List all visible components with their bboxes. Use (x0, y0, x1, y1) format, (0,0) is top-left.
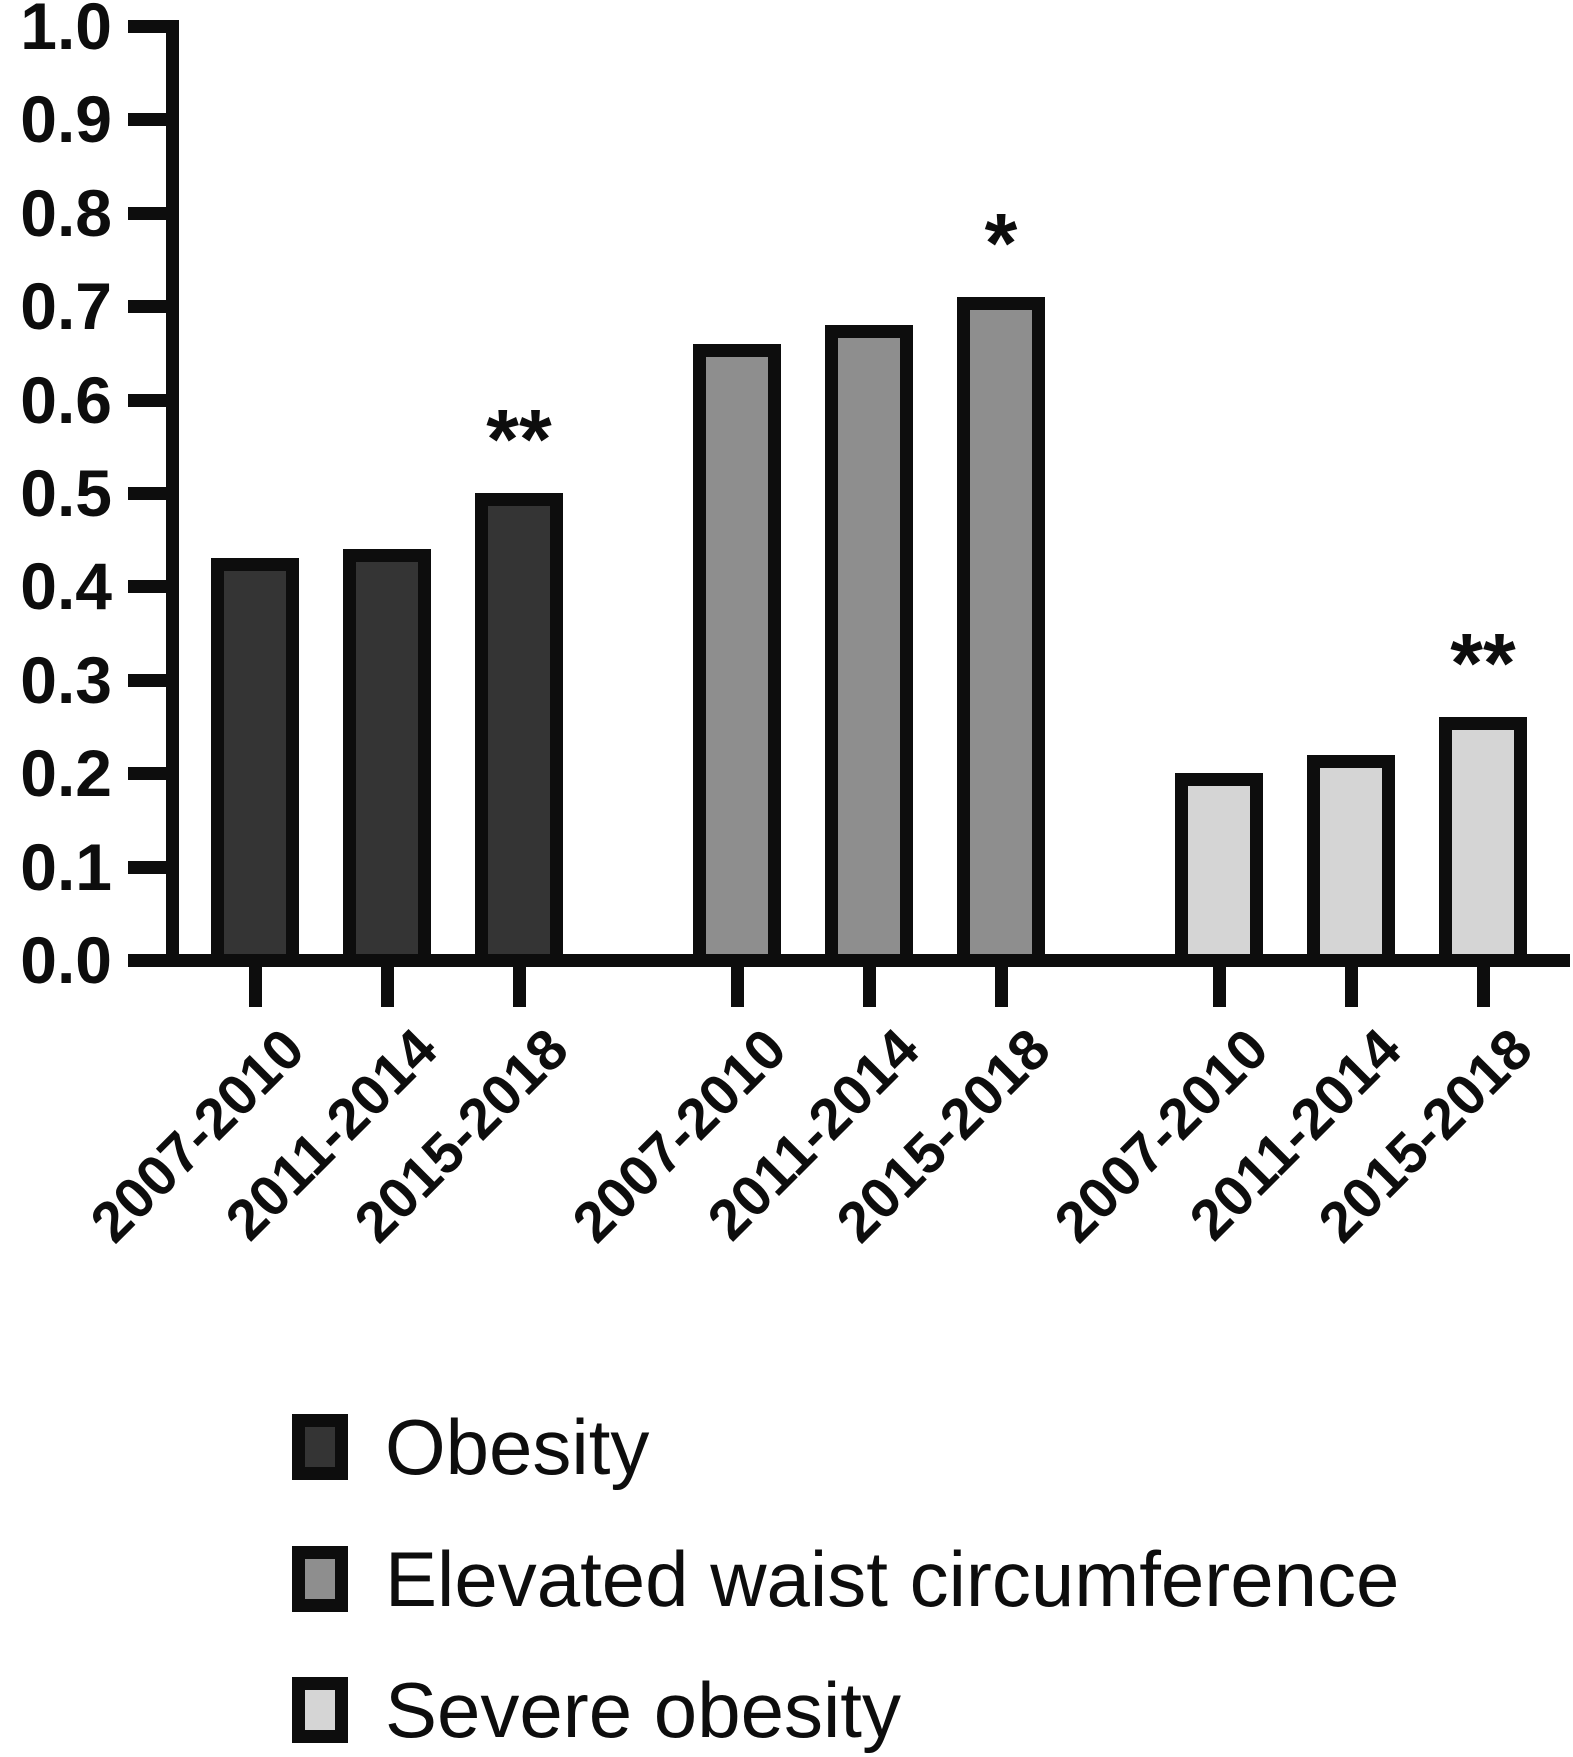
legend-item: Severe obesity (0, 1666, 1573, 1754)
x-tick (513, 962, 526, 1007)
y-tick (128, 113, 179, 126)
significance-marker: ** (486, 392, 552, 486)
y-tick (128, 394, 179, 407)
y-tick-label: 0.7 (20, 269, 112, 343)
y-tick (128, 20, 179, 33)
bar (825, 325, 913, 967)
y-tick (128, 767, 179, 780)
legend-item: Elevated waist circumference (0, 1535, 1573, 1623)
bar (1439, 717, 1527, 967)
y-tick-label: 0.2 (20, 736, 112, 810)
x-tick (995, 962, 1008, 1007)
legend-label: Elevated waist circumference (385, 1535, 1400, 1623)
y-tick (128, 207, 179, 220)
x-tick (249, 962, 262, 1007)
x-tick (1477, 962, 1490, 1007)
y-tick-label: 1.0 (20, 0, 112, 63)
y-tick-label: 0.5 (20, 456, 112, 530)
legend-label: Obesity (385, 1403, 650, 1491)
y-tick-label: 0.0 (20, 923, 112, 997)
legend-swatch (292, 1414, 348, 1480)
x-tick (731, 962, 744, 1007)
legend-swatch (292, 1677, 348, 1743)
y-tick (128, 861, 179, 874)
y-tick-label: 0.9 (20, 82, 112, 156)
x-tick (381, 962, 394, 1007)
x-tick (1213, 962, 1226, 1007)
y-tick (128, 487, 179, 500)
y-tick-label: 0.4 (20, 549, 112, 623)
significance-marker: ** (1450, 616, 1516, 710)
bar (1307, 755, 1395, 967)
x-axis-line (166, 954, 1570, 967)
y-tick (128, 674, 179, 687)
x-tick (1345, 962, 1358, 1007)
y-tick-label: 0.8 (20, 176, 112, 250)
legend-item: Obesity (0, 1403, 1573, 1491)
legend-swatch (292, 1546, 348, 1612)
bar (693, 344, 781, 967)
legend-label: Severe obesity (385, 1666, 901, 1754)
y-tick (128, 580, 179, 593)
y-tick-label: 0.3 (20, 643, 112, 717)
y-tick-label: 0.1 (20, 830, 112, 904)
bar (343, 549, 431, 967)
x-tick (863, 962, 876, 1007)
significance-marker: * (984, 196, 1018, 290)
y-tick-label: 0.6 (20, 363, 112, 437)
y-tick (128, 300, 179, 313)
